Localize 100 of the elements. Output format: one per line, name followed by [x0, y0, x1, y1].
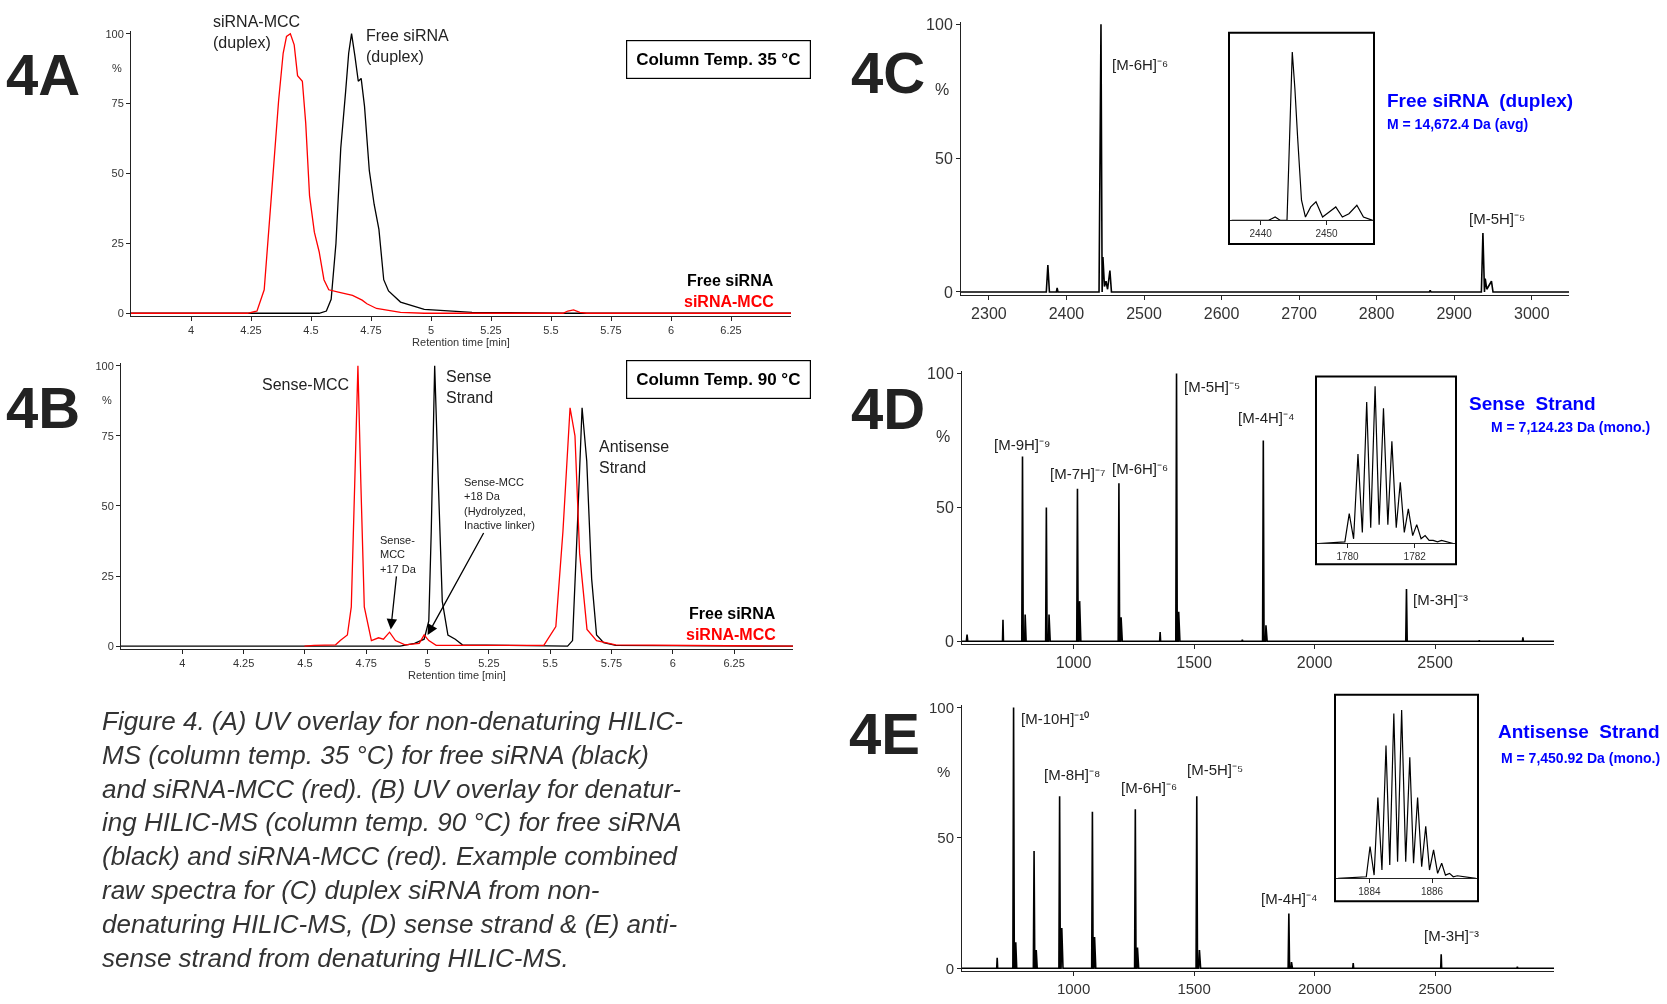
y-axis-title: % — [935, 81, 950, 98]
x-tick-label: 2700 — [1281, 304, 1318, 322]
x-tick-label: 5.5 — [543, 324, 559, 337]
x-tick-label: 2600 — [1203, 304, 1240, 322]
y-tick-label: 75 — [111, 97, 124, 110]
annotation: [M-6H]⁻⁶ — [1121, 779, 1178, 796]
annotation: [M-5H]⁻⁵ — [1184, 378, 1241, 395]
x-tick-label: 2500 — [1418, 979, 1452, 997]
annotation: Free siRNA (duplex) — [366, 27, 450, 65]
annotation: [M-7H]⁻⁷ — [1050, 465, 1106, 482]
chart-title: 4B — [6, 375, 81, 440]
x-tick-label: 4 — [179, 657, 186, 670]
annotation: Sense Strand — [446, 368, 494, 406]
annotation: Sense-MCC +18 Da (Hydrolyzed, Inactive linker) — [464, 476, 535, 531]
annotation: [M-6H]⁻⁶ — [1112, 460, 1169, 477]
caption: Figure 4. (A) UV overlay for non-denaturing HILIC- MS (column temp. 35 °C) for free siRNA (black) and siRNA-MCC (red). (B) UV overlay for denatur- ing HILIC-MS (column temp. 90 °C) for free siRNA (black) and siRNA-MCC (red). Example combined raw spectra for (C) duplex siRNA from non- denaturing HILIC-MS, (D) sense strand & (E) anti- sense strand from denaturing HILIC-MS. — [102, 706, 684, 973]
x-tick-label: 5.75 — [600, 324, 622, 337]
y-tick-label: 0 — [944, 632, 954, 650]
x-tick-label: 6.25 — [723, 657, 745, 670]
series-label: siRNA-MCC — [684, 293, 775, 310]
chart-title: 4A — [6, 42, 81, 107]
x-axis-title: Retention time [min] — [408, 669, 506, 682]
x-tick-label: 2900 — [1436, 304, 1473, 322]
x-tick-label: 1782 — [1403, 551, 1427, 563]
chart-title: 4C — [851, 40, 926, 105]
x-tick-label: 5 — [424, 657, 431, 670]
annotation: Sense-MCC — [262, 376, 350, 393]
y-tick-label: 100 — [95, 359, 114, 372]
series-label: siRNA-MCC — [686, 626, 777, 643]
x-tick-label: 1780 — [1336, 551, 1360, 563]
y-tick-label: 0 — [945, 959, 954, 977]
y-tick-label: 100 — [928, 698, 954, 716]
x-tick-label: 2000 — [1296, 654, 1333, 672]
x-tick-label: 5.25 — [480, 324, 502, 337]
x-tick-label: 2440 — [1249, 228, 1273, 240]
y-tick-label: 25 — [101, 569, 114, 582]
annotation: [M-8H]⁻⁸ — [1044, 766, 1101, 783]
y-tick-label: 0 — [107, 640, 114, 653]
x-tick-label: 2450 — [1315, 228, 1339, 240]
annotation: M = 7,450.92 Da (mono.) — [1501, 750, 1661, 766]
annotation: Antisense Strand — [1498, 721, 1660, 742]
y-axis-title: % — [102, 394, 112, 406]
x-tick-label: 6 — [667, 324, 675, 337]
y-axis-title: % — [112, 62, 122, 74]
annotation: [M-9H]⁻⁹ — [994, 436, 1051, 453]
annotation: Free siRNA (duplex) — [1387, 90, 1574, 111]
x-tick-label: 5.5 — [542, 657, 558, 670]
x-tick-label: 1500 — [1177, 979, 1211, 997]
annotation: siRNA-MCC (duplex) — [213, 13, 301, 51]
x-tick-label: 1000 — [1056, 979, 1091, 997]
series-label: Free siRNA — [687, 272, 774, 289]
series-label: Free siRNA — [689, 605, 776, 622]
x-tick-label: 5 — [427, 324, 435, 337]
y-tick-label: 25 — [111, 237, 124, 250]
annotation: Sense- MCC +17 Da — [380, 534, 417, 575]
annotation: [M-6H]⁻⁶ — [1112, 56, 1169, 73]
y-tick-label: 100 — [105, 27, 124, 40]
x-tick-label: 4.25 — [232, 657, 255, 670]
x-axis-title: Retention time [min] — [412, 336, 510, 349]
chart-title: 4D — [851, 376, 926, 441]
annotation: [M-4H]⁻⁴ — [1238, 409, 1295, 426]
y-tick-label: 50 — [111, 167, 124, 180]
x-tick-label: 5.25 — [478, 657, 500, 670]
y-axis-title: % — [937, 763, 951, 780]
x-tick-label: 1000 — [1055, 654, 1092, 672]
y-tick-label: 0 — [117, 307, 124, 320]
annotation: Antisense Strand — [599, 438, 670, 476]
y-tick-label: 50 — [937, 829, 954, 847]
x-tick-label: 4 — [187, 324, 195, 337]
x-tick-label: 4.25 — [240, 324, 262, 337]
x-tick-label: 4.5 — [303, 324, 319, 337]
x-tick-label: 2300 — [971, 304, 1007, 322]
x-tick-label: 6.25 — [720, 324, 742, 337]
annotation: [M-5H]⁻⁵ — [1469, 210, 1526, 227]
x-tick-label: 5.75 — [600, 657, 623, 670]
x-tick-label: 2800 — [1358, 304, 1395, 322]
y-tick-label: 50 — [935, 149, 953, 167]
annotation: M = 7,124.23 Da (mono.) — [1491, 419, 1651, 435]
annotation: M = 14,672.4 Da (avg) — [1387, 116, 1529, 132]
annotation: [M-4H]⁻⁴ — [1261, 890, 1318, 907]
y-tick-label: 50 — [936, 499, 954, 517]
annotation: [M-3H]⁻³ — [1413, 591, 1468, 608]
y-tick-label: 0 — [943, 283, 953, 301]
x-tick-label: 2000 — [1297, 979, 1332, 997]
annotation: [M-5H]⁻⁵ — [1187, 761, 1244, 778]
y-tick-label: 50 — [101, 499, 114, 512]
x-tick-label: 2400 — [1048, 304, 1085, 322]
annotation: Column Temp. 35 °C — [636, 50, 801, 70]
x-tick-label: 1886 — [1420, 886, 1444, 898]
y-axis-title: % — [936, 428, 951, 445]
annotation: Column Temp. 90 °C — [636, 370, 801, 390]
x-tick-label: 3000 — [1513, 304, 1550, 322]
annotation: [M-10H]⁻¹⁰ — [1021, 710, 1090, 727]
x-tick-label: 2500 — [1126, 304, 1162, 322]
x-tick-label: 1500 — [1176, 654, 1213, 672]
x-tick-label: 4.5 — [297, 657, 313, 670]
x-tick-label: 4.75 — [355, 657, 377, 670]
chart-title: 4E — [849, 701, 920, 766]
y-tick-label: 75 — [101, 429, 114, 442]
x-tick-label: 2500 — [1417, 654, 1454, 672]
